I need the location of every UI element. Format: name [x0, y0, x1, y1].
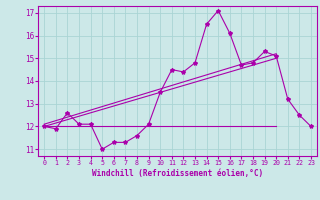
X-axis label: Windchill (Refroidissement éolien,°C): Windchill (Refroidissement éolien,°C) [92, 169, 263, 178]
